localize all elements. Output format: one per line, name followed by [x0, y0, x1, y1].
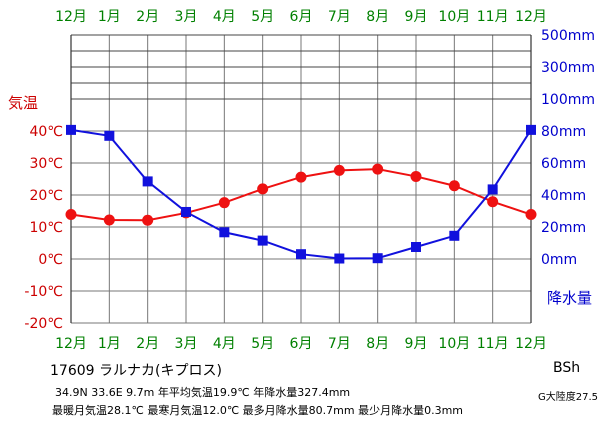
precipitation-point: [487, 184, 498, 195]
temperature-point: [218, 197, 230, 209]
precipitation-point: [334, 253, 345, 264]
series-markers: [65, 124, 537, 264]
temperature-tick-label: 40℃: [29, 124, 63, 140]
top-month-labels: 12月 1月 2月 3月 4月 5月 6月 7月 8月 9月 10月 11月 12月: [55, 9, 547, 25]
precipitation-tick-label: 0mm: [541, 252, 577, 268]
precipitation-tick-label: 20mm: [541, 220, 586, 236]
bottom-month-label: 8月: [366, 336, 389, 352]
temperature-tick-label: 10℃: [29, 220, 63, 236]
precipitation-point: [449, 230, 460, 241]
top-month-label: 4月: [213, 9, 236, 25]
temperature-point: [333, 164, 345, 176]
top-month-label: 11月: [477, 9, 509, 25]
temperature-tick-label: -10℃: [24, 284, 63, 300]
bottom-month-label: 4月: [213, 336, 236, 352]
bottom-month-labels: 12月 1月 2月 3月 4月 5月 6月 7月 8月 9月 10月 11月 12月: [55, 336, 547, 352]
bottom-month-label: 5月: [251, 336, 274, 352]
precipitation-point: [257, 235, 268, 246]
temperature-point: [65, 209, 77, 221]
bottom-month-label: 11月: [477, 336, 509, 352]
bottom-month-label: 1月: [98, 336, 121, 352]
top-month-label: 12月: [55, 9, 87, 25]
bottom-month-label: 6月: [290, 336, 313, 352]
temperature-point: [448, 180, 460, 192]
continentality-index: G大陸度27.5: [538, 392, 599, 403]
precipitation-point: [104, 130, 115, 141]
temperature-point: [525, 209, 537, 221]
top-month-label: 12月: [515, 9, 547, 25]
precipitation-point: [411, 242, 421, 252]
precipitation-point: [372, 253, 383, 264]
precipitation-tick-label: 80mm: [541, 124, 586, 140]
precipitation-point: [219, 227, 230, 238]
precipitation-tick-label: 60mm: [541, 156, 586, 172]
precipitation-point: [142, 176, 153, 187]
bottom-month-label: 12月: [55, 336, 87, 352]
temperature-point: [103, 214, 115, 226]
temperature-point: [487, 196, 499, 208]
top-month-label: 2月: [136, 9, 159, 25]
temperature-tick-label: 30℃: [29, 156, 63, 172]
top-month-label: 10月: [438, 9, 470, 25]
top-month-label: 7月: [328, 9, 351, 25]
precipitation-tick-label: 500mm: [541, 28, 595, 44]
precipitation-point: [66, 124, 76, 135]
station-name: 17609 ラルナカ(キプロス): [50, 363, 222, 379]
precipitation-tick-label: 300mm: [541, 60, 595, 76]
bottom-month-label: 7月: [328, 336, 351, 352]
temperature-point: [295, 171, 307, 183]
climate-chart: 12月 1月 2月 3月 4月 5月 6月 7月 8月 9月 10月 11月 12月 12月 1月 2月 3月…: [8, 9, 595, 352]
temperature-point: [410, 170, 422, 182]
temperature-point: [257, 183, 269, 195]
bottom-month-label: 3月: [175, 336, 198, 352]
temperature-tick-label: 20℃: [29, 188, 63, 204]
precipitation-tick-label: 40mm: [541, 188, 586, 204]
station-info-line-1: 34.9N 33.6E 9.7m 年平均気温19.9℃ 年降水量327.4mm: [55, 386, 351, 399]
top-month-label: 3月: [175, 9, 198, 25]
plot-frame: [70, 35, 532, 323]
climate-classification: BSh: [553, 360, 581, 376]
precipitation-point: [181, 206, 191, 217]
top-month-label: 5月: [251, 9, 274, 25]
bottom-month-label: 12月: [515, 336, 547, 352]
top-month-label: 9月: [405, 9, 428, 25]
precipitation-axis-ticks: 500mm 300mm 100mm 80mm 60mm 40mm 20mm 0mm: [541, 28, 595, 268]
temperature-tick-label: 0℃: [38, 252, 63, 268]
precipitation-tick-label: 100mm: [541, 92, 595, 108]
top-month-label: 1月: [98, 9, 121, 25]
top-month-label: 6月: [290, 9, 313, 25]
temperature-axis-ticks: 40℃ 30℃ 20℃ 10℃ 0℃ -10℃ -20℃: [24, 124, 63, 332]
temperature-point: [372, 163, 384, 175]
temperature-tick-label: -20℃: [24, 316, 63, 332]
bottom-month-label: 9月: [405, 336, 428, 352]
temperature-axis-label: 気温: [8, 94, 38, 112]
precipitation-axis-label: 降水量: [547, 289, 592, 307]
precipitation-point: [296, 249, 306, 260]
station-info-line-2: 最暖月気温28.1℃ 最寒月気温12.0℃ 最多月降水量80.7mm 最少月降水…: [52, 404, 464, 417]
bottom-month-label: 2月: [136, 336, 159, 352]
bottom-month-label: 10月: [438, 336, 470, 352]
temperature-point: [142, 214, 154, 226]
top-month-label: 8月: [366, 9, 389, 25]
precipitation-point: [526, 124, 536, 135]
